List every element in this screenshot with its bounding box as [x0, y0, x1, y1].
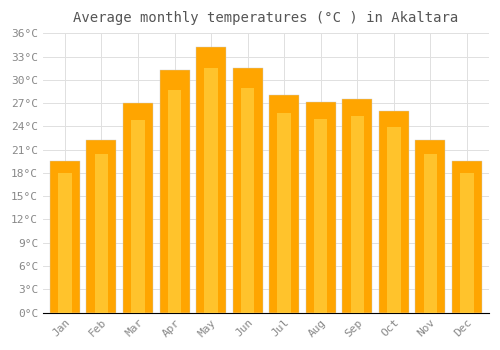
Bar	[232, 68, 262, 313]
Bar	[416, 140, 446, 313]
Bar	[58, 173, 71, 313]
Bar	[196, 47, 226, 313]
Bar	[350, 116, 364, 313]
Bar	[123, 103, 153, 313]
Bar	[160, 70, 190, 313]
Bar	[342, 99, 372, 313]
Bar	[452, 161, 482, 313]
Bar	[94, 154, 108, 313]
Bar	[387, 127, 400, 313]
Bar	[132, 120, 144, 313]
Title: Average monthly temperatures (°C ) in Akaltara: Average monthly temperatures (°C ) in Ak…	[74, 11, 458, 25]
Bar	[86, 140, 117, 313]
Bar	[306, 102, 336, 313]
Bar	[424, 154, 437, 313]
Bar	[314, 119, 328, 313]
Bar	[168, 90, 181, 313]
Bar	[50, 161, 80, 313]
Bar	[204, 69, 218, 313]
Bar	[278, 113, 291, 313]
Bar	[241, 88, 254, 313]
Bar	[379, 111, 409, 313]
Bar	[460, 173, 473, 313]
Bar	[269, 95, 299, 313]
